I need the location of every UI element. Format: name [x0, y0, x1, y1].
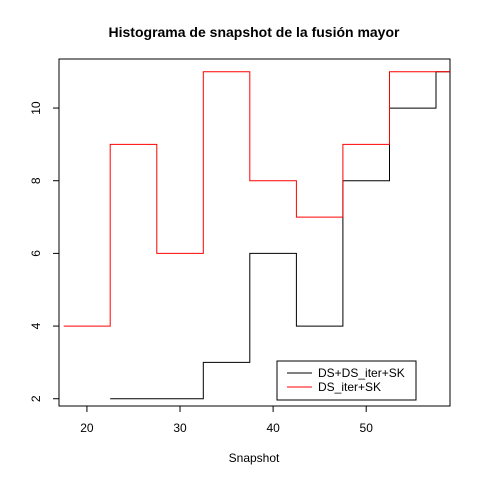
chart-title: Histograma de snapshot de la fusión mayo…	[109, 24, 401, 40]
legend: DS+DS_iter+SK DS_iter+SK	[276, 360, 417, 401]
y-tick-label-10: 10	[29, 101, 43, 115]
y-tick-label-8: 8	[29, 177, 43, 184]
x-axis-label: Snapshot	[229, 451, 280, 465]
x-tick-label-40: 40	[266, 421, 280, 435]
y-tick-label-2: 2	[29, 395, 43, 402]
plot-area-border	[58, 58, 451, 407]
x-tick-label-50: 50	[360, 421, 374, 435]
y-tick-label-6: 6	[29, 250, 43, 257]
series-line-1	[63, 71, 450, 327]
series-layer	[63, 71, 450, 400]
x-axis: 20 30 40 50	[80, 406, 373, 435]
legend-box	[276, 360, 417, 401]
x-tick-label-20: 20	[80, 421, 94, 435]
series-line-0	[110, 71, 450, 400]
x-tick-label-30: 30	[173, 421, 187, 435]
y-axis: 2 4 6 8 10	[29, 101, 59, 402]
legend-label-ds-iter-sk: DS_iter+SK	[318, 380, 381, 394]
y-tick-label-4: 4	[29, 322, 43, 329]
legend-label-ds-ds-iter-sk: DS+DS_iter+SK	[318, 366, 405, 380]
